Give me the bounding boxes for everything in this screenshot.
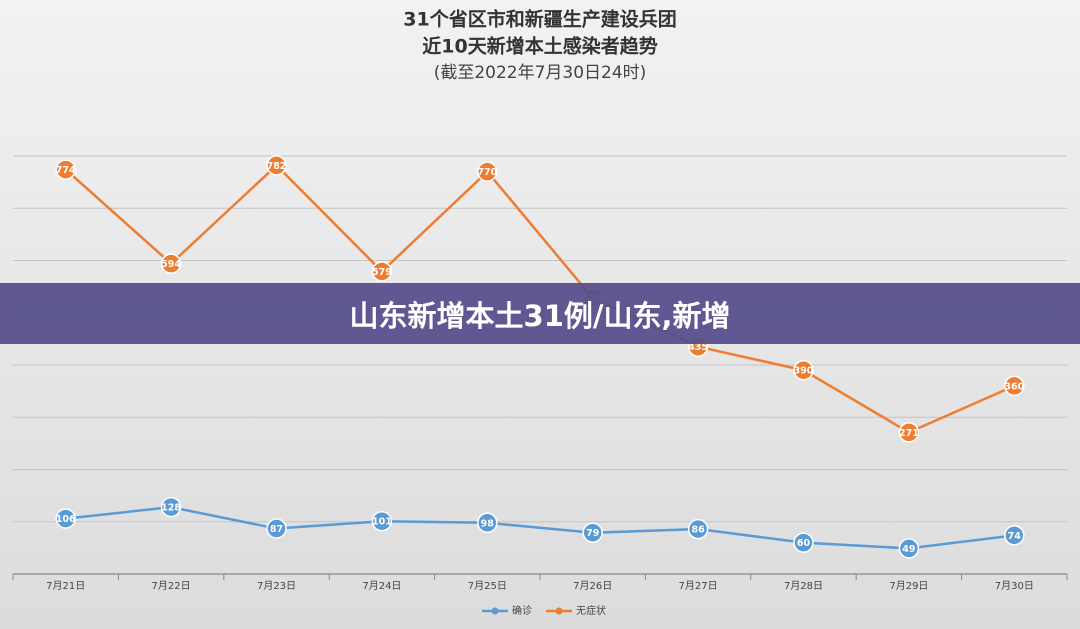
x-tick-label: 7月25日	[468, 580, 507, 592]
point	[582, 522, 603, 543]
data-label: 390	[794, 366, 814, 377]
point	[160, 496, 182, 518]
data-label: 360	[1004, 381, 1024, 392]
x-tick-label: 7月21日	[46, 580, 85, 592]
line	[64, 163, 1015, 434]
point	[55, 159, 76, 180]
legend-marker	[491, 607, 499, 615]
point	[477, 512, 498, 534]
legend-label: 确诊	[512, 604, 532, 617]
data-label: 782	[267, 161, 287, 172]
x-tick-label: 7月27日	[679, 580, 718, 592]
data-label: 79	[586, 528, 599, 539]
data-label: 101	[372, 517, 392, 528]
data-label: 770	[477, 167, 497, 178]
x-tick-label: 7月23日	[257, 580, 296, 592]
point	[1004, 375, 1025, 397]
data-label: 74	[1008, 531, 1022, 542]
data-label: 774	[56, 165, 76, 176]
point	[266, 155, 287, 176]
banner: 山东新增本土31例/山东,新增	[0, 283, 1080, 344]
point	[898, 422, 920, 443]
point	[160, 253, 182, 274]
data-label: 128	[161, 503, 181, 514]
point	[793, 359, 814, 381]
point	[898, 538, 920, 559]
chart-subtitle: (截至2022年7月30日24时)	[434, 63, 647, 83]
data-label: 98	[481, 518, 495, 529]
x-tick-label: 7月22日	[152, 580, 191, 592]
data-label: 594	[161, 259, 181, 270]
point	[266, 518, 287, 539]
legend-label: 无症状	[576, 604, 606, 617]
data-label: 86	[691, 525, 705, 536]
point	[55, 508, 76, 529]
point	[371, 261, 393, 282]
x-tick-label: 7月24日	[362, 580, 401, 592]
line	[65, 505, 1015, 550]
data-label: 60	[797, 538, 811, 549]
chart-title: 近10天新增本土感染者趋势	[422, 35, 657, 58]
data-label: 435	[688, 342, 708, 353]
point	[687, 518, 709, 540]
data-label: 87	[270, 524, 283, 535]
data-label: 271	[899, 428, 919, 439]
x-tick-label: 7月29日	[889, 580, 928, 592]
point	[477, 161, 498, 182]
x-tick-label: 7月30日	[995, 580, 1034, 592]
point	[1004, 525, 1025, 546]
x-tick-label: 7月28日	[784, 580, 823, 592]
legend-marker	[555, 607, 563, 615]
x-tick-label: 7月26日	[573, 580, 612, 592]
point	[793, 532, 814, 553]
data-label: 106	[56, 514, 76, 525]
data-label: 579	[372, 267, 392, 278]
point	[371, 510, 393, 532]
chart-title: 31个省区市和新疆生产建设兵团	[403, 8, 676, 31]
data-label: 49	[902, 544, 915, 555]
